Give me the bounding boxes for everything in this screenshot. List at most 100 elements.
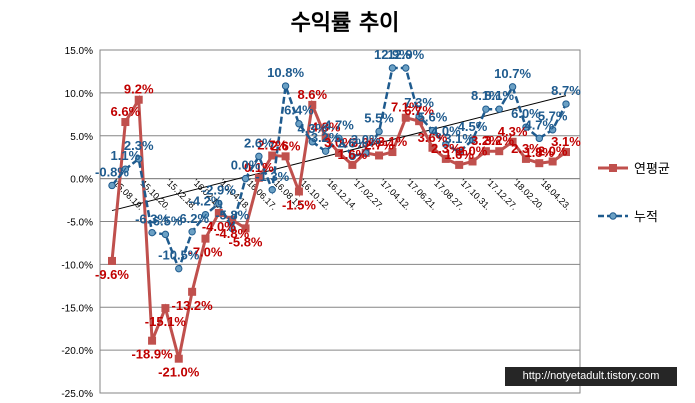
data-point [121, 165, 130, 173]
data-label: 2.6% [338, 135, 368, 150]
data-point [455, 160, 464, 169]
data-point [562, 100, 570, 108]
data-label: 2.3% [511, 141, 541, 156]
data-point [428, 143, 437, 152]
data-label: 2.7% [364, 137, 394, 152]
data-label: 2.7% [257, 137, 287, 152]
data-point [535, 134, 543, 143]
data-label: 12.9% [387, 47, 424, 62]
data-point [388, 64, 397, 72]
data-label: -5.8% [215, 207, 249, 222]
data-point [468, 157, 477, 166]
data-label: 5.7% [538, 109, 568, 124]
data-labels: -9.6% 6.6% 9.2% -18.9% -15.1% -21.0% -13.2% -7.… [95, 47, 581, 380]
data-point [415, 112, 423, 120]
data-point [415, 117, 424, 126]
data-point [481, 147, 490, 156]
data-label: 1.6% [444, 147, 474, 162]
legend-marker [609, 212, 617, 220]
data-label: -7.0% [188, 245, 222, 260]
y-tick-label: 15.0% [65, 46, 93, 57]
data-point [161, 304, 170, 313]
data-point [241, 224, 250, 233]
data-label: -5.8% [229, 234, 263, 249]
data-point [335, 148, 343, 157]
data-label: 4.8% [311, 119, 341, 134]
data-label: 2.6% [244, 135, 274, 150]
y-tick-label: -10.0% [61, 260, 93, 271]
data-label: 9.2% [124, 82, 154, 97]
data-point [228, 215, 237, 224]
data-point [401, 113, 410, 122]
data-point [522, 123, 530, 131]
data-label: 4.7% [524, 117, 554, 132]
data-label: 4.5% [458, 119, 488, 134]
data-point [134, 95, 143, 104]
data-point [548, 157, 557, 166]
data-point [362, 149, 370, 157]
data-label: 0.1% [244, 160, 274, 175]
data-point [388, 148, 397, 157]
data-label: 1.8% [524, 145, 554, 160]
data-label: -9.6% [95, 267, 129, 282]
data-point [348, 152, 357, 161]
data-point [255, 152, 263, 161]
data-point [441, 154, 450, 163]
data-label: 3.0% [324, 135, 354, 150]
data-label: 6.4% [284, 103, 314, 118]
data-label: 8.6% [297, 87, 327, 102]
data-label: -13.2% [172, 298, 214, 313]
data-label: 3.0% [351, 135, 381, 150]
data-point [188, 228, 196, 236]
data-label: 7.1% [391, 100, 421, 115]
data-point [562, 148, 570, 157]
data-label: -1.5% [282, 197, 316, 212]
data-point [215, 199, 223, 208]
y-axis: 15.0% 10.0% 5.0% 0.0% -5.0% -10.0% -15.0% -20.0… [61, 46, 93, 400]
y-tick-label: 5.0% [70, 132, 93, 143]
data-label: 4.3% [498, 124, 528, 139]
legend-label: 누적 [634, 210, 658, 225]
data-point [294, 187, 303, 196]
data-point [295, 120, 303, 128]
chart-title: 수익률 추이 [291, 11, 400, 36]
data-label: 3.2% [471, 133, 501, 148]
data-label: 8.1% [471, 88, 501, 103]
y-tick-label: -5.0% [67, 218, 93, 229]
legend-marker [609, 164, 617, 172]
data-point [402, 64, 410, 72]
data-label: 0.0% [231, 158, 261, 173]
data-label: 3.1% [444, 131, 474, 146]
data-label: 2.6% [271, 138, 301, 153]
data-point [375, 151, 384, 160]
data-point [535, 159, 544, 168]
data-label: 10.8% [267, 65, 304, 80]
data-point [241, 174, 250, 183]
data-label: 4.7% [324, 117, 354, 132]
data-point [521, 154, 530, 163]
data-label: 4.0% [431, 123, 461, 138]
data-label: 2.0% [458, 143, 488, 158]
data-label: -21.0% [158, 365, 200, 380]
data-point [548, 126, 557, 134]
data-label: 3.1% [378, 134, 408, 149]
y-tick-label: 0.0% [70, 175, 93, 186]
data-point [175, 264, 183, 273]
data-point [121, 118, 130, 127]
data-point [268, 186, 276, 194]
data-label: 1.6% [338, 147, 368, 162]
data-point [148, 336, 157, 345]
gridlines [100, 49, 580, 394]
data-point [148, 228, 156, 237]
data-label: 2.0% [538, 143, 568, 158]
data-point [428, 126, 437, 135]
data-point [321, 133, 330, 142]
data-point [442, 140, 450, 149]
data-label: -2.9% [202, 182, 236, 197]
data-label: -10.5% [158, 248, 200, 263]
data-label: 4.3% [297, 121, 327, 136]
data-point [508, 83, 517, 91]
data-point [375, 127, 383, 136]
data-point [455, 148, 463, 156]
data-label: 12.9% [374, 47, 411, 62]
